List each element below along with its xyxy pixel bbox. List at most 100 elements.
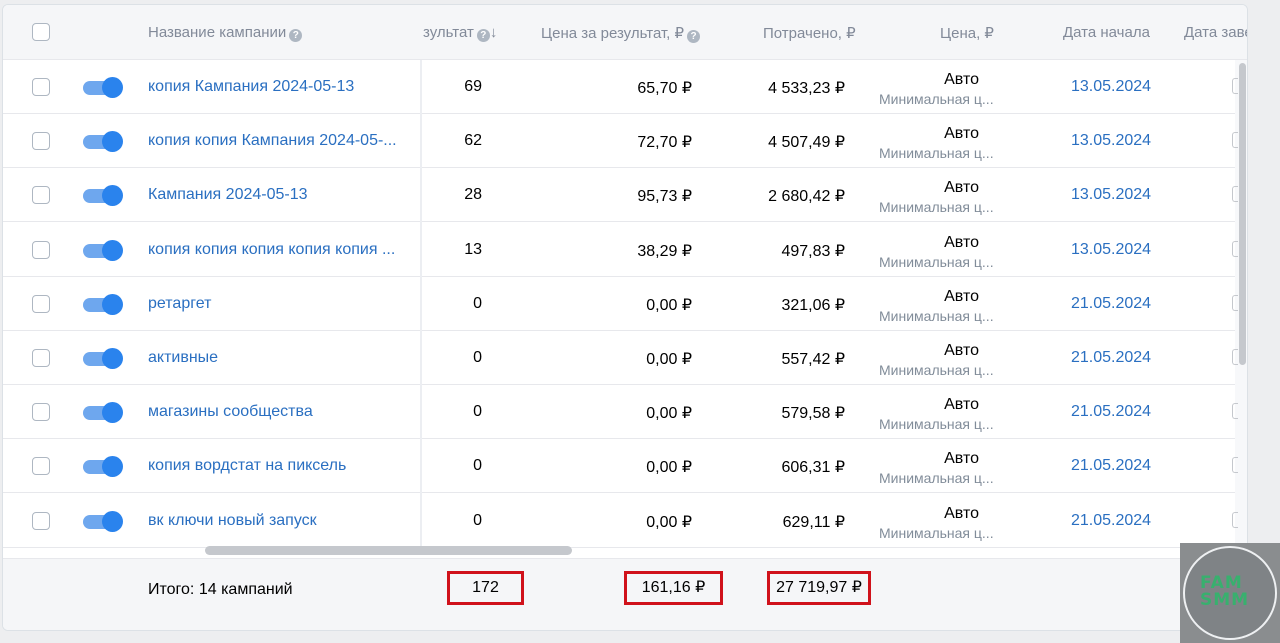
watermark-text-line2: SMM [1200, 590, 1250, 610]
campaign-name-link[interactable]: вк ключи новый запуск [148, 511, 317, 529]
help-icon[interactable]: ? [476, 29, 490, 42]
start-date-link[interactable]: 21.05.2024 [1071, 511, 1152, 529]
row-checkbox[interactable] [32, 294, 50, 313]
price-mode: Авто [944, 71, 979, 88]
price-strategy: Минимальная ц... [879, 470, 994, 487]
start-date-link[interactable]: 21.05.2024 [1071, 294, 1152, 312]
horizontal-scrollbar[interactable] [205, 546, 572, 555]
result-value: 13 [464, 240, 482, 258]
campaign-toggle[interactable] [83, 510, 123, 532]
campaign-name-link[interactable]: магазины сообщества [148, 403, 313, 421]
price-strategy: Минимальная ц... [879, 199, 994, 216]
price-strategy: Минимальная ц... [879, 524, 994, 541]
row-checkbox[interactable] [32, 403, 50, 422]
campaigns-table: Название кампании? зультат? ↓ Цена за рез… [2, 4, 1248, 631]
campaign-toggle[interactable] [83, 456, 123, 478]
result-value: 69 [464, 78, 482, 95]
row-checkbox[interactable] [32, 186, 50, 205]
table-row: активные 0 0,00 ₽ 557,42 ₽ Авто Минимальная ц… [3, 331, 1238, 385]
header-price-per-result-label: Цена за результат, ₽ [541, 25, 685, 42]
total-price-per-result: 161,16 ₽ [624, 571, 723, 605]
frozen-column-divider [420, 60, 422, 546]
spent-value: 321,06 ₽ [781, 296, 845, 314]
header-spent[interactable]: Потрачено, ₽ [763, 25, 856, 42]
start-date-link[interactable]: 21.05.2024 [1071, 349, 1152, 366]
campaign-toggle[interactable] [83, 293, 123, 315]
header-campaign-name-label: Название кампании [148, 24, 287, 41]
start-date-link[interactable]: 13.05.2024 [1071, 132, 1152, 150]
start-date-link[interactable]: 13.05.2024 [1071, 78, 1152, 95]
price-per-result-value: 0,00 ₽ [646, 405, 692, 423]
campaign-name-link[interactable]: копия Кампания 2024-05-13 [148, 78, 355, 95]
truncated-column-icon [1232, 403, 1238, 420]
campaign-name-link[interactable]: ретаргет [148, 294, 212, 312]
price-strategy: Минимальная ц... [879, 91, 994, 107]
header-end-date[interactable]: Дата заве [1184, 24, 1248, 41]
row-checkbox[interactable] [32, 240, 50, 259]
toggle-knob [102, 77, 123, 98]
table-row: копия копия копия копия копия ... 13 38,29… [3, 223, 1238, 277]
header-start-date[interactable]: Дата начала [1063, 24, 1150, 41]
header-campaign-name[interactable]: Название кампании? [148, 24, 303, 42]
sort-down-icon: ↓ [489, 24, 498, 41]
price-mode: Авто [944, 179, 979, 197]
row-checkbox[interactable] [32, 132, 50, 151]
campaign-name-link[interactable]: копия копия копия копия копия ... [148, 240, 396, 258]
price-per-result-value: 95,73 ₽ [637, 188, 692, 206]
table-row: магазины сообщества 0 0,00 ₽ 579,58 ₽ Авто Ми… [3, 385, 1238, 440]
spent-value: 579,58 ₽ [781, 405, 845, 423]
campaign-name-link[interactable]: копия копия Кампания 2024-05-... [148, 132, 397, 150]
start-date-link[interactable]: 21.05.2024 [1071, 403, 1152, 421]
row-checkbox[interactable] [32, 78, 50, 96]
start-date-link[interactable]: 13.05.2024 [1071, 240, 1152, 258]
campaign-toggle[interactable] [83, 348, 123, 369]
footer-total-label: Итого: 14 кампаний [148, 581, 293, 598]
campaign-name-link[interactable]: активные [148, 349, 219, 366]
table-row: копия Кампания 2024-05-13 69 65,70 ₽ 4 533,… [3, 60, 1238, 114]
price-strategy: Минимальная ц... [879, 307, 994, 324]
campaign-name-link[interactable]: копия вордстат на пиксель [148, 457, 347, 475]
help-icon[interactable]: ? [289, 29, 303, 42]
toggle-knob [102, 185, 123, 207]
header-price[interactable]: Цена, ₽ [940, 25, 994, 42]
price-strategy: Минимальная ц... [879, 416, 994, 433]
watermark-text-line1: FAM [1200, 573, 1243, 593]
campaign-toggle[interactable] [83, 131, 123, 153]
table-row: копия копия Кампания 2024-05-... 62 72,70 … [3, 114, 1238, 169]
truncated-column-icon [1232, 132, 1238, 149]
price-mode: Авто [944, 396, 979, 414]
truncated-column-icon [1232, 186, 1238, 203]
total-spent: 27 719,97 ₽ [767, 571, 871, 605]
row-checkbox[interactable] [32, 511, 50, 530]
toggle-knob [102, 293, 123, 315]
truncated-column-icon [1232, 349, 1238, 365]
price-per-result-value: 0,00 ₽ [646, 513, 692, 531]
campaign-toggle[interactable] [83, 239, 123, 261]
spent-value: 606,31 ₽ [781, 459, 845, 477]
campaign-toggle[interactable] [83, 402, 123, 424]
toggle-knob [102, 131, 123, 153]
start-date-link[interactable]: 13.05.2024 [1071, 186, 1152, 204]
row-checkbox[interactable] [32, 457, 50, 476]
table-row: вк ключи новый запуск 0 0,00 ₽ 629,11 ₽ Авто… [3, 494, 1238, 548]
price-strategy: Минимальная ц... [879, 362, 994, 378]
start-date-link[interactable]: 21.05.2024 [1071, 457, 1152, 475]
result-value: 0 [473, 294, 482, 312]
header-price-per-result[interactable]: Цена за результат, ₽? [541, 24, 701, 43]
watermark-logo [1183, 546, 1277, 640]
row-checkbox[interactable] [32, 349, 50, 367]
select-all-checkbox[interactable] [32, 23, 50, 41]
vertical-scrollbar[interactable] [1239, 63, 1246, 365]
price-per-result-value: 0,00 ₽ [646, 351, 692, 368]
price-strategy: Минимальная ц... [879, 145, 994, 162]
truncated-column-icon [1232, 457, 1238, 474]
campaign-toggle[interactable] [83, 185, 123, 207]
campaign-name-link[interactable]: Кампания 2024-05-13 [148, 186, 308, 204]
help-icon[interactable]: ? [687, 30, 701, 43]
result-value: 0 [473, 457, 482, 475]
truncated-column-icon [1232, 240, 1238, 257]
header-result[interactable]: зультат? ↓ [423, 24, 497, 42]
spent-value: 557,42 ₽ [781, 351, 845, 368]
campaign-toggle[interactable] [83, 77, 123, 98]
table-row: ретаргет 0 0,00 ₽ 321,06 ₽ Авто Минимальная ц… [3, 277, 1238, 331]
